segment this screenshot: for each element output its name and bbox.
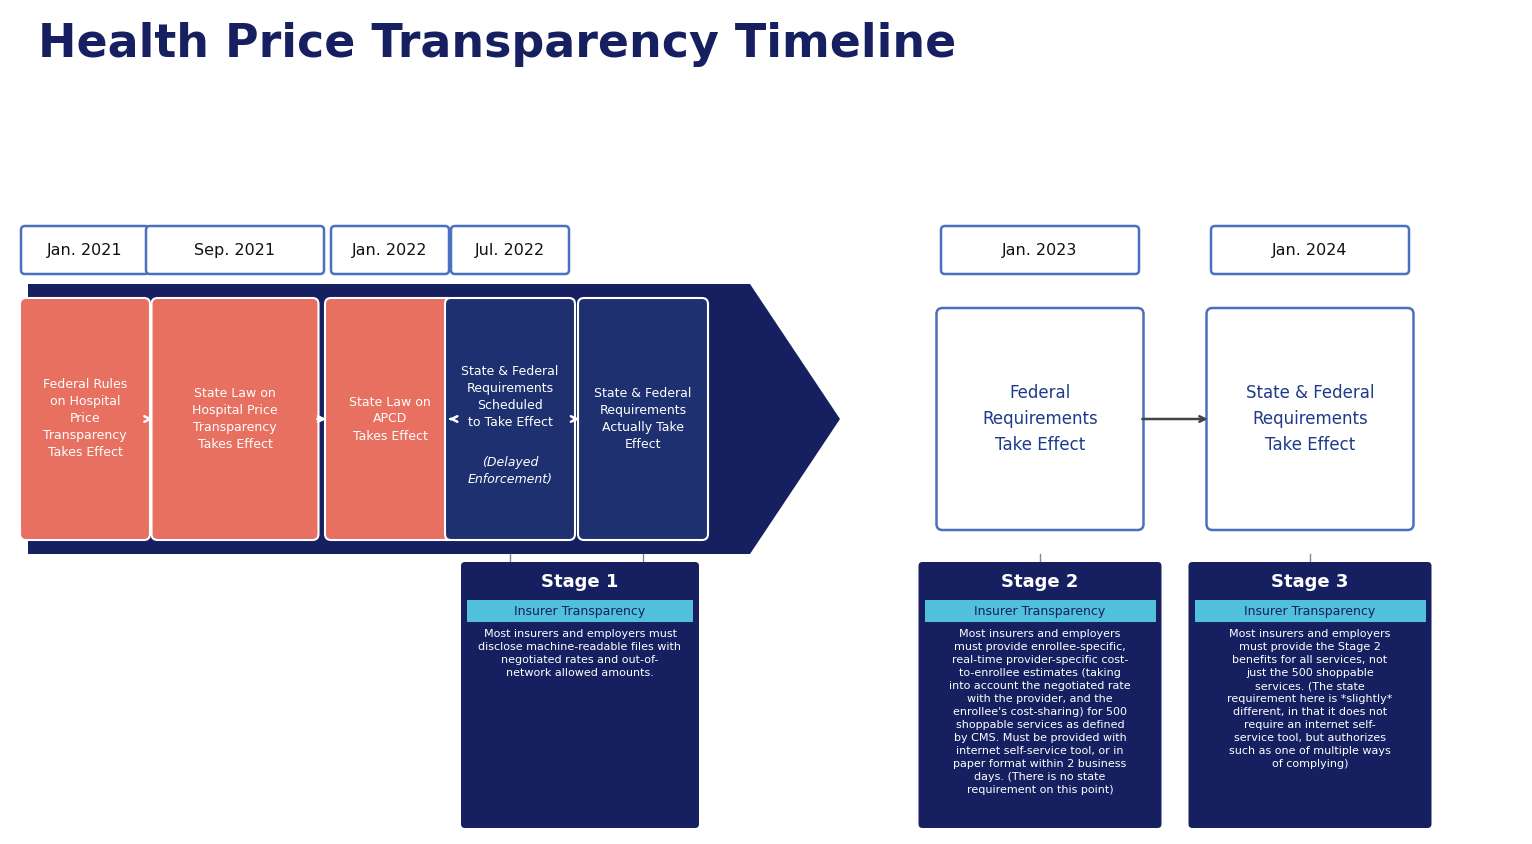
FancyBboxPatch shape bbox=[1195, 600, 1425, 622]
FancyBboxPatch shape bbox=[325, 298, 455, 540]
FancyBboxPatch shape bbox=[919, 562, 1161, 828]
Text: Jan. 2023: Jan. 2023 bbox=[1002, 242, 1077, 257]
Text: (Delayed
Enforcement): (Delayed Enforcement) bbox=[467, 456, 553, 486]
Text: Most insurers and employers
must provide enrollee-specific,
real-time provider-s: Most insurers and employers must provide… bbox=[950, 629, 1131, 796]
FancyBboxPatch shape bbox=[331, 226, 449, 274]
FancyBboxPatch shape bbox=[1189, 562, 1431, 828]
Text: Jan. 2022: Jan. 2022 bbox=[352, 242, 427, 257]
Text: State & Federal
Requirements
Actually Take
Effect: State & Federal Requirements Actually Ta… bbox=[594, 387, 691, 451]
FancyBboxPatch shape bbox=[450, 226, 568, 274]
FancyBboxPatch shape bbox=[578, 298, 708, 540]
Text: State & Federal
Requirements
Scheduled
to Take Effect: State & Federal Requirements Scheduled t… bbox=[461, 365, 559, 429]
FancyBboxPatch shape bbox=[1210, 226, 1409, 274]
Text: Insurer Transparency: Insurer Transparency bbox=[515, 604, 645, 618]
FancyBboxPatch shape bbox=[461, 562, 699, 828]
FancyBboxPatch shape bbox=[936, 308, 1143, 530]
Text: Federal
Requirements
Take Effect: Federal Requirements Take Effect bbox=[982, 384, 1098, 454]
Text: Stage 3: Stage 3 bbox=[1272, 573, 1348, 591]
FancyBboxPatch shape bbox=[20, 298, 150, 540]
FancyBboxPatch shape bbox=[924, 600, 1155, 622]
Text: Sep. 2021: Sep. 2021 bbox=[195, 242, 276, 257]
Text: Federal Rules
on Hospital
Price
Transparency
Takes Effect: Federal Rules on Hospital Price Transpar… bbox=[43, 378, 127, 459]
Text: Most insurers and employers
must provide the Stage 2
benefits for all services, : Most insurers and employers must provide… bbox=[1227, 629, 1393, 770]
Text: Stage 2: Stage 2 bbox=[1002, 573, 1079, 591]
Text: Insurer Transparency: Insurer Transparency bbox=[1244, 604, 1376, 618]
Text: Insurer Transparency: Insurer Transparency bbox=[974, 604, 1106, 618]
Text: Stage 1: Stage 1 bbox=[541, 573, 619, 591]
FancyBboxPatch shape bbox=[467, 600, 692, 622]
Text: Health Price Transparency Timeline: Health Price Transparency Timeline bbox=[38, 22, 956, 67]
FancyBboxPatch shape bbox=[444, 298, 574, 540]
FancyBboxPatch shape bbox=[21, 226, 149, 274]
Text: Jan. 2024: Jan. 2024 bbox=[1272, 242, 1348, 257]
Text: State & Federal
Requirements
Take Effect: State & Federal Requirements Take Effect bbox=[1246, 384, 1374, 454]
Text: State Law on
Hospital Price
Transparency
Takes Effect: State Law on Hospital Price Transparency… bbox=[192, 387, 277, 451]
FancyBboxPatch shape bbox=[1207, 308, 1414, 530]
FancyBboxPatch shape bbox=[146, 226, 323, 274]
Text: State Law on
APCD
Takes Effect: State Law on APCD Takes Effect bbox=[349, 396, 430, 442]
Text: Jul. 2022: Jul. 2022 bbox=[475, 242, 545, 257]
Polygon shape bbox=[28, 284, 840, 554]
FancyBboxPatch shape bbox=[152, 298, 319, 540]
Text: Jan. 2021: Jan. 2021 bbox=[47, 242, 123, 257]
Text: Most insurers and employers must
disclose machine-readable files with
negotiated: Most insurers and employers must disclos… bbox=[478, 629, 682, 678]
FancyBboxPatch shape bbox=[941, 226, 1138, 274]
